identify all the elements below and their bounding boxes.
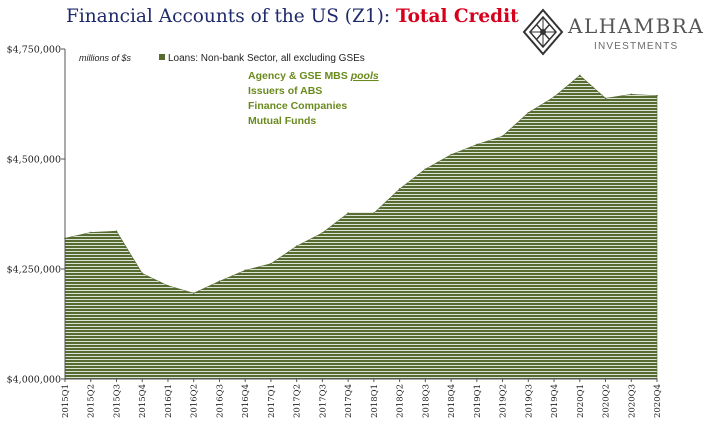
x-tick-label: 2016Q1 [164, 384, 174, 418]
data-point-2015Q3 [115, 230, 118, 232]
x-tick-label: 2020Q2 [602, 384, 612, 418]
data-point-2018Q3 [424, 168, 427, 170]
x-tick-label: 2016Q4 [241, 384, 251, 418]
y-axis: $4,000,000 $4,250,000 $4,500,000 $4,750,000 [7, 45, 66, 386]
diamond-lattice-icon [522, 8, 564, 56]
data-point-2015Q2 [89, 231, 92, 234]
note-mutual-funds: Mutual Funds [248, 115, 316, 127]
legend-swatch [159, 54, 165, 60]
x-tick-label: 2016Q3 [215, 384, 225, 418]
chart-title: Financial Accounts of the US (Z1): Total… [66, 6, 519, 27]
note-abs: Issuers of ABS [248, 85, 322, 97]
logo-subtitle: INVESTMENTS [594, 41, 679, 52]
x-tick-label: 2019Q2 [499, 384, 509, 418]
units-label: millions of $s [79, 53, 132, 63]
data-point-2016Q4 [244, 269, 246, 272]
data-point-2020Q3 [630, 93, 633, 96]
data-point-2016Q2 [192, 292, 195, 295]
x-tick-label: 2015Q1 [61, 384, 71, 418]
y-tick-label: $4,000,000 [7, 375, 61, 386]
logo-name: ALHAMBRA [568, 14, 705, 38]
data-point-2016Q3 [218, 280, 221, 283]
x-axis: 2015Q1 2015Q2 2015Q3 2015Q4 2016Q1 2016Q2 2016… [61, 378, 663, 418]
data-point-2016Q1 [167, 284, 169, 287]
x-tick-label: 2018Q2 [396, 384, 406, 418]
data-point-2019Q3 [527, 112, 530, 114]
data-point-2020Q2 [604, 97, 607, 100]
x-tick-label: 2020Q1 [576, 384, 586, 418]
x-tick-label: 2018Q4 [447, 384, 457, 418]
x-tick-label: 2018Q1 [370, 384, 380, 418]
note-agency-mbs: Agency & GSE MBS pools [248, 70, 379, 82]
alhambra-logo: ALHAMBRA INVESTMENTS [522, 8, 705, 60]
data-point-2015Q4 [141, 272, 144, 275]
series-area-loans-non-bank [64, 75, 658, 380]
data-point-2017Q4 [347, 212, 349, 214]
data-point-2017Q2 [295, 245, 298, 247]
x-tick-label: 2019Q1 [473, 384, 483, 418]
data-point-2019Q2 [501, 135, 504, 137]
plot-area [64, 74, 658, 380]
x-tick-label: 2015Q2 [87, 384, 97, 418]
data-point-2018Q1 [373, 212, 375, 214]
x-tick-label: 2019Q4 [550, 384, 560, 418]
x-tick-label: 2016Q2 [190, 384, 200, 418]
title-highlight: Total Credit [395, 6, 519, 27]
note-pools: pools [350, 70, 379, 82]
legend-label: Loans: Non-bank Sector, all excluding GS… [168, 53, 365, 64]
x-tick-label: 2017Q1 [267, 384, 277, 418]
title-main: Financial Accounts of the US (Z1): [66, 6, 396, 27]
y-tick-label: $4,500,000 [7, 155, 61, 166]
x-tick-label: 2015Q4 [138, 384, 148, 418]
x-tick-label: 2017Q2 [293, 384, 303, 418]
x-tick-label: 2017Q4 [344, 384, 354, 418]
legend: Loans: Non-bank Sector, all excluding GS… [159, 53, 365, 64]
data-point-2018Q4 [450, 153, 452, 156]
x-tick-label: 2017Q3 [318, 384, 328, 418]
note-agency-text: Agency & GSE MBS [248, 70, 351, 82]
data-point-2017Q1 [270, 262, 272, 265]
data-point-2020Q4 [656, 94, 658, 97]
note-finance: Finance Companies [248, 100, 347, 112]
data-point-2019Q4 [553, 96, 555, 98]
x-tick-label: 2020Q4 [653, 384, 663, 418]
x-tick-label: 2019Q3 [524, 384, 534, 418]
x-tick-label: 2015Q3 [112, 384, 122, 418]
data-point-2018Q2 [398, 188, 401, 190]
y-tick-label: $4,250,000 [7, 265, 61, 276]
data-point-2020Q1 [578, 74, 581, 77]
annotation-notes: Agency & GSE MBS pools Issuers of ABS Fi… [248, 70, 379, 127]
x-tick-label: 2020Q3 [627, 384, 637, 418]
x-tick-label: 2018Q3 [421, 384, 431, 418]
data-point-2017Q3 [321, 232, 324, 234]
y-tick-label: $4,750,000 [7, 45, 61, 56]
data-point-2019Q1 [476, 143, 478, 146]
